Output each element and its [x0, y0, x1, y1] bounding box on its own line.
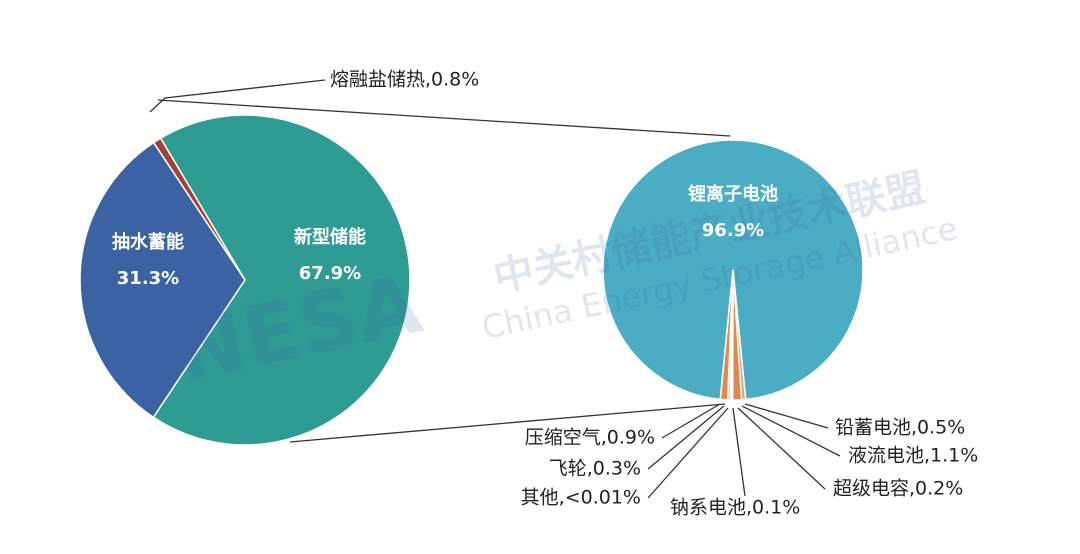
value-label: 钠系电池,0.1% — [670, 497, 800, 519]
pie-slice — [602, 139, 864, 401]
labels: 抽水蓄能 31.3% 熔融盐储热,0.8% 新型储能 67.9% 锂离子电池 96.9% 铅蓄… — [112, 69, 978, 519]
leader-line — [744, 403, 829, 429]
value-label: 铅蓄电池,0.5% — [835, 417, 965, 439]
pie-slice — [719, 269, 734, 401]
slice-name: 抽水蓄能 — [112, 231, 184, 253]
value-label: 熔融盐储热,0.8% — [330, 69, 479, 91]
slice-name: 锂离子电池 — [688, 183, 778, 205]
value-label: 飞轮,0.3% — [549, 458, 641, 480]
value-label: 31.3% — [117, 268, 179, 289]
leader-line — [741, 405, 841, 457]
value-label: 压缩空气,0.9% — [525, 427, 655, 449]
value-label: 其他,<0.01% — [521, 487, 641, 509]
pie-slice — [79, 141, 246, 419]
leader-line — [737, 407, 826, 490]
value-label: 超级电容,0.2% — [833, 478, 963, 500]
plot — [79, 114, 864, 446]
connector — [157, 99, 731, 137]
leader-line — [647, 407, 729, 499]
leader-line — [149, 79, 326, 113]
connector — [289, 403, 726, 443]
slice-name: 新型储能 — [294, 226, 366, 248]
pie-slice — [152, 114, 411, 446]
leader-line — [661, 403, 721, 439]
value-label: 67.9% — [299, 263, 361, 284]
value-label: 液流电池,1.1% — [848, 445, 978, 467]
value-label: 96.9% — [702, 220, 764, 241]
leader-line — [647, 405, 725, 470]
leader-line — [732, 407, 746, 497]
